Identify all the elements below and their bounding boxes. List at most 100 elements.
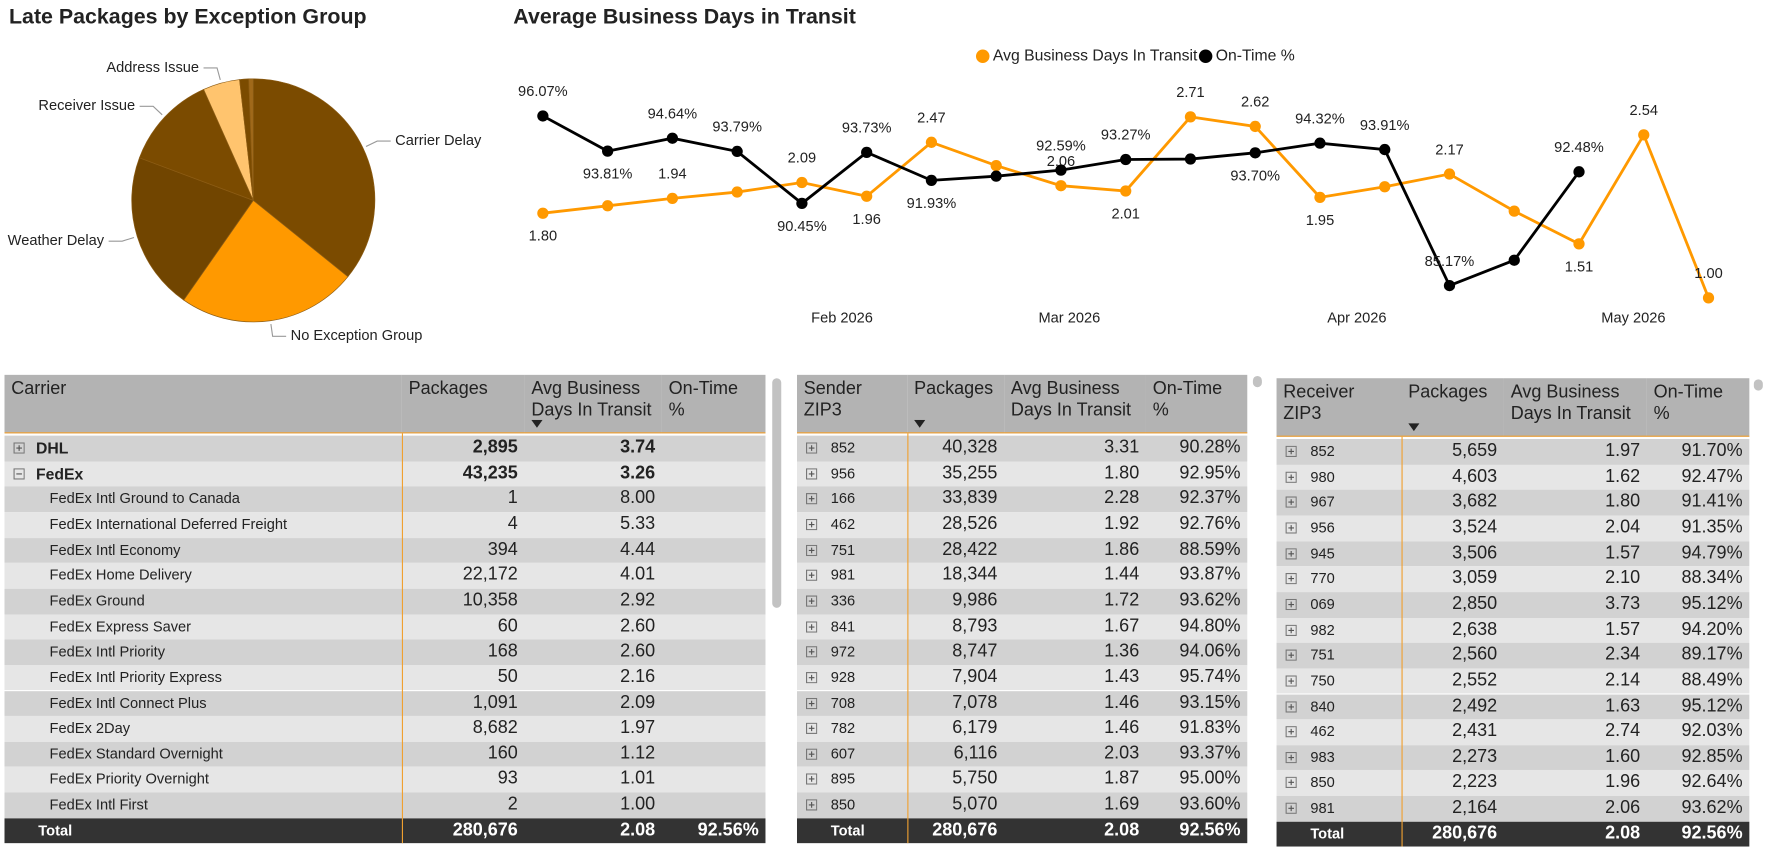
expand-icon[interactable] bbox=[806, 442, 818, 454]
expand-icon[interactable] bbox=[806, 722, 818, 735]
series-marker bbox=[1249, 147, 1261, 159]
row-value: 2,273 bbox=[1452, 747, 1498, 767]
expand-icon[interactable] bbox=[806, 544, 818, 556]
row-value: 168 bbox=[487, 641, 518, 661]
total-value: 92.56% bbox=[697, 820, 759, 840]
line-title: Average Business Days in Transit bbox=[513, 5, 856, 29]
expand-icon[interactable] bbox=[806, 646, 818, 658]
expand-icon[interactable] bbox=[806, 799, 818, 811]
expand-icon[interactable] bbox=[806, 493, 818, 505]
expand-icon[interactable] bbox=[1285, 496, 1297, 509]
row-value: 40,328 bbox=[942, 437, 998, 458]
icon-box bbox=[806, 518, 818, 531]
row-value: 1.36 bbox=[1104, 641, 1140, 661]
expand-icon[interactable] bbox=[1285, 471, 1297, 483]
data-label: 93.70% bbox=[1230, 168, 1280, 184]
row-label: 852 bbox=[1310, 442, 1335, 460]
icon-box bbox=[13, 442, 25, 454]
row-value: 2,164 bbox=[1452, 798, 1498, 818]
pie-slice bbox=[248, 78, 254, 201]
expand-icon[interactable] bbox=[806, 518, 818, 531]
data-label: 92.59% bbox=[1036, 138, 1086, 154]
table-row bbox=[4, 741, 766, 768]
row-label: 069 bbox=[1310, 595, 1335, 613]
expand-icon[interactable] bbox=[1285, 573, 1297, 585]
series-marker bbox=[1443, 279, 1456, 292]
row-label: FedEx Intl Priority bbox=[49, 642, 166, 660]
expand-icon[interactable] bbox=[1285, 522, 1297, 534]
collapse-icon[interactable] bbox=[13, 467, 25, 480]
row-value: 4.44 bbox=[620, 539, 656, 560]
sort-arrow[interactable] bbox=[1408, 423, 1420, 432]
series-marker bbox=[537, 110, 549, 122]
expand-icon[interactable] bbox=[806, 595, 818, 607]
expand-icon[interactable] bbox=[1285, 624, 1297, 636]
total-value: 2.08 bbox=[620, 820, 656, 840]
row-value: 1.97 bbox=[1605, 441, 1641, 461]
expand-icon[interactable] bbox=[806, 620, 818, 633]
expand-icon[interactable] bbox=[1285, 751, 1297, 763]
row-value: 160 bbox=[487, 743, 518, 763]
icon-box bbox=[806, 467, 818, 480]
total-value: 2.08 bbox=[1605, 823, 1641, 843]
data-label: 1.80 bbox=[529, 229, 557, 245]
sort-arrow-shape bbox=[914, 419, 926, 428]
table-row bbox=[796, 767, 1248, 793]
row-value: 2.60 bbox=[620, 641, 656, 661]
row-value: 92.64% bbox=[1681, 772, 1743, 792]
row-value: 3,506 bbox=[1452, 543, 1498, 563]
row-value: 2,431 bbox=[1452, 721, 1498, 741]
x-tick-label: May 2026 bbox=[1601, 310, 1665, 326]
table-row bbox=[796, 563, 1248, 589]
expand-icon[interactable] bbox=[1285, 700, 1297, 713]
total-value: 280,676 bbox=[932, 820, 998, 840]
expand-icon[interactable] bbox=[1285, 445, 1297, 458]
expand-icon[interactable] bbox=[806, 671, 818, 684]
expand-icon[interactable] bbox=[806, 748, 818, 760]
sort-arrow[interactable] bbox=[531, 419, 543, 429]
expand-icon[interactable] bbox=[806, 467, 818, 480]
icon-box bbox=[806, 671, 818, 684]
data-label: 85.17% bbox=[1425, 254, 1475, 270]
row-value: 2,638 bbox=[1452, 619, 1498, 639]
pie-slice bbox=[131, 157, 254, 301]
row-label: FedEx 2Day bbox=[49, 719, 131, 737]
icon-box bbox=[1285, 624, 1297, 636]
table-row bbox=[796, 461, 1248, 487]
expand-icon[interactable] bbox=[1285, 598, 1297, 611]
data-label: 93.81% bbox=[583, 167, 633, 183]
icon-box bbox=[13, 467, 25, 480]
expand-icon[interactable] bbox=[806, 773, 818, 786]
row-value: 94.20% bbox=[1681, 619, 1743, 639]
sort-arrow[interactable] bbox=[914, 419, 926, 429]
expand-icon[interactable] bbox=[1285, 547, 1297, 560]
icon-box bbox=[806, 748, 818, 760]
row-label: 607 bbox=[830, 744, 856, 762]
expand-icon[interactable] bbox=[1285, 802, 1297, 814]
expand-icon[interactable] bbox=[1285, 726, 1297, 738]
row-value: 93 bbox=[497, 769, 518, 789]
expand-icon[interactable] bbox=[1285, 675, 1297, 687]
row-value: 2.16 bbox=[620, 667, 656, 687]
expand-icon[interactable] bbox=[1285, 649, 1297, 661]
series-marker bbox=[1508, 254, 1520, 266]
icon-box bbox=[806, 595, 818, 607]
expand-icon[interactable] bbox=[806, 569, 818, 582]
row-value: 18,344 bbox=[942, 565, 998, 585]
expand-icon[interactable] bbox=[806, 697, 818, 709]
row-value: 3,682 bbox=[1452, 492, 1498, 512]
expand-icon[interactable] bbox=[13, 442, 25, 454]
sort-arrow-shape bbox=[1408, 423, 1420, 432]
row-label: FedEx Intl Connect Plus bbox=[49, 693, 207, 711]
row-value: 2.28 bbox=[1104, 488, 1140, 509]
row-value: 2.74 bbox=[1605, 721, 1641, 741]
row-value: 93.60% bbox=[1179, 794, 1241, 814]
row-value: 1.67 bbox=[1104, 616, 1140, 636]
expand-icon[interactable] bbox=[1285, 777, 1297, 789]
data-label: 2.06 bbox=[1047, 154, 1075, 170]
row-label: 841 bbox=[830, 617, 856, 635]
row-value: 28,526 bbox=[942, 514, 998, 534]
row-label: 750 bbox=[1310, 671, 1335, 689]
column-header: Avg Business Days In Transit bbox=[1503, 378, 1647, 437]
row-value: 92.47% bbox=[1681, 466, 1743, 486]
